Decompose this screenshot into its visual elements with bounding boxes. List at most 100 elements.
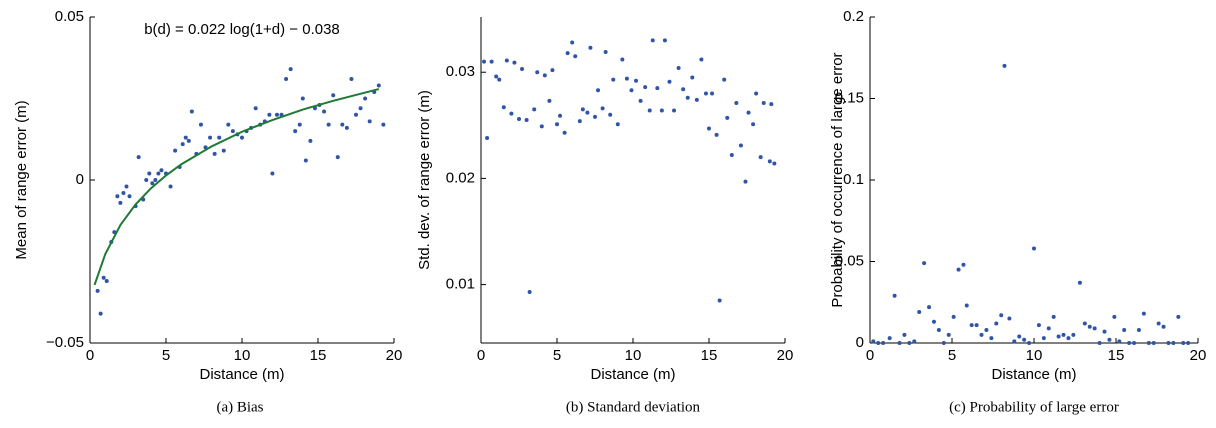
data-point [634,78,639,83]
data-point [358,106,363,111]
data-point [547,98,552,103]
data-point [1181,341,1186,345]
data-point [585,110,590,115]
data-point [969,323,974,328]
x-tick-label: 5 [948,347,956,364]
caption: (a) Bias [216,399,263,415]
data-point [714,132,719,137]
data-point [293,129,298,134]
data-point [570,40,575,45]
y-axis-label: Std. dev. of range error (m) [416,90,433,270]
data-point [381,122,386,127]
data-point [354,112,358,117]
y-tick-label: 0.15 [835,89,864,106]
data-point [156,171,161,176]
data-point [761,101,766,106]
data-point [927,305,932,310]
data-point [603,50,608,55]
data-point [685,95,690,100]
caption: (b) Standard deviation [566,399,701,415]
data-point [1186,341,1191,345]
data-point [694,97,699,102]
data-point [144,178,149,182]
data-point [1071,332,1076,337]
data-point [769,102,774,107]
data-point [504,58,509,63]
data-point [562,130,567,135]
data-point [946,332,951,337]
data-point [738,143,743,148]
data-point [941,341,946,345]
x-tick-label: 20 [386,347,403,364]
data-point [734,101,739,106]
data-point [115,194,120,199]
data-point [253,106,258,111]
data-point [936,327,941,332]
data-point [611,77,616,82]
data-point [482,59,487,64]
data-point [1017,334,1022,339]
data-point [1092,326,1097,331]
y-tick-label: 0.2 [843,8,864,25]
data-point [340,122,345,127]
data-point [501,105,506,110]
data-point [1007,316,1012,321]
data-point [897,341,902,345]
x-tick-label: 5 [162,347,170,364]
x-tick-label: 15 [1108,347,1125,364]
x-axis-label: Distance (m) [991,366,1076,383]
data-point [550,68,555,73]
data-point [147,171,152,176]
data-point [520,67,525,72]
data-point [912,339,917,344]
data-point [676,65,681,70]
y-tick-label: 0 [76,171,84,188]
data-point [1107,337,1112,342]
data-point [367,119,372,124]
data-point [124,184,129,189]
data-point [588,45,593,50]
data-point [1002,63,1007,68]
data-point [121,191,126,196]
data-point [672,108,677,113]
data-point [517,116,521,121]
y-axis-label: Mean of range error (m) [13,100,30,259]
data-point [662,38,667,43]
data-point [95,288,100,293]
data-point [512,60,517,65]
data-point [221,148,226,153]
data-point [1112,314,1117,319]
data-point [98,311,103,316]
data-point [308,138,313,143]
data-point [871,339,876,344]
y-axis-label: Probability of occurrence of large error [829,52,846,307]
data-point [655,86,660,91]
data-point [600,106,605,111]
data-point [101,275,106,280]
data-point [596,88,601,93]
data-point [974,323,979,328]
data-point [922,261,927,266]
data-point [494,74,499,79]
data-point [1151,341,1156,345]
annotation: b(d) = 0.022 log(1+d) − 0.038 [144,21,340,38]
y-tick-label: 0.05 [55,8,84,25]
data-point [326,122,331,127]
data-point [615,122,620,127]
data-point [183,135,188,140]
data-point [212,151,217,156]
data-point [758,155,763,160]
data-point [1012,339,1017,344]
data-point [577,119,582,124]
data-point [729,153,734,158]
data-point [542,73,547,78]
data-point [1097,341,1102,345]
data-point [240,135,244,140]
data-point [1077,280,1082,285]
data-point [1046,326,1051,331]
data-point [647,108,652,113]
data-point [539,124,544,129]
data-point [643,85,648,90]
data-point [1022,337,1027,342]
